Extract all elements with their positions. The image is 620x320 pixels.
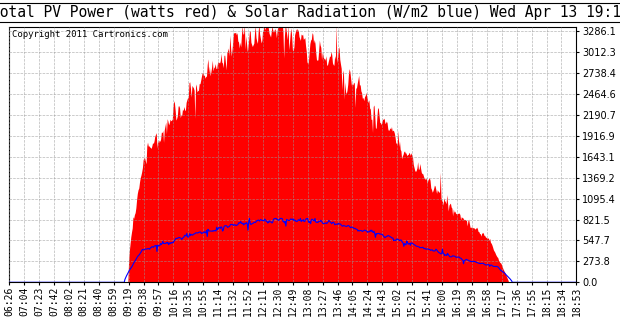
- Text: Total PV Power (watts red) & Solar Radiation (W/m2 blue) Wed Apr 13 19:10: Total PV Power (watts red) & Solar Radia…: [0, 5, 620, 20]
- Text: Copyright 2011 Cartronics.com: Copyright 2011 Cartronics.com: [12, 30, 168, 39]
